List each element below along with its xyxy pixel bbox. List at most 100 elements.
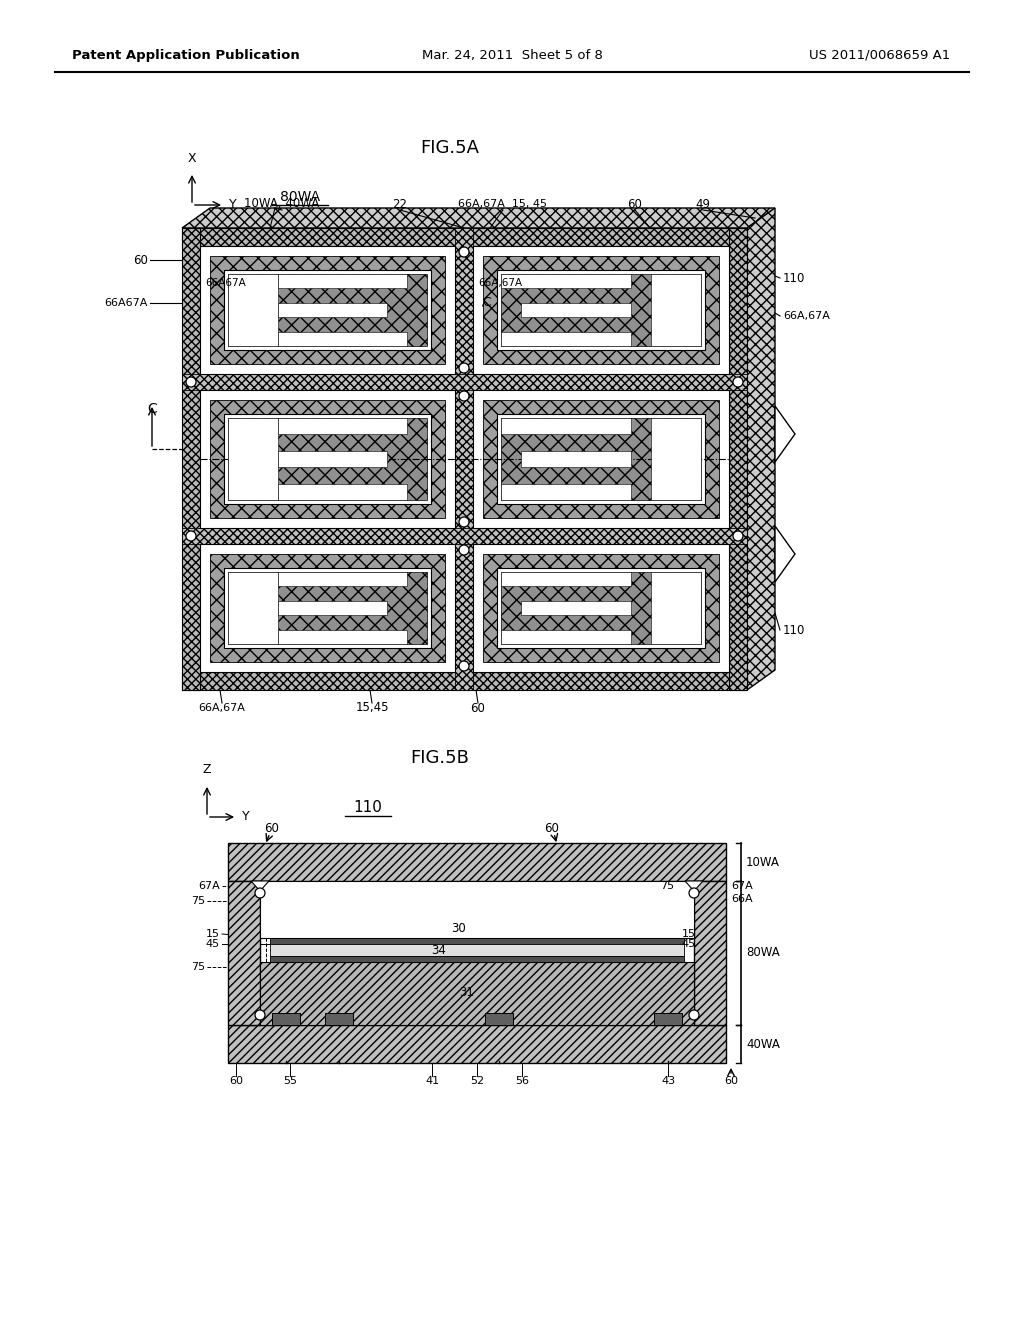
Bar bbox=[228, 418, 278, 500]
Text: 67A: 67A bbox=[199, 880, 220, 891]
Text: 80WA: 80WA bbox=[746, 946, 779, 960]
Text: X: X bbox=[187, 152, 197, 165]
Bar bbox=[651, 275, 701, 346]
Bar bbox=[473, 246, 729, 374]
Text: 41: 41 bbox=[425, 1076, 439, 1086]
Bar bbox=[483, 554, 719, 663]
Bar bbox=[455, 228, 473, 690]
Text: FIG.5B: FIG.5B bbox=[411, 748, 469, 767]
Bar bbox=[521, 601, 631, 615]
Bar bbox=[228, 572, 427, 644]
Polygon shape bbox=[182, 209, 775, 228]
Bar bbox=[272, 1012, 300, 1026]
Bar bbox=[224, 568, 431, 648]
Text: 66A67A: 66A67A bbox=[104, 298, 148, 308]
Bar bbox=[228, 880, 260, 1026]
Bar bbox=[278, 418, 408, 434]
Bar bbox=[228, 275, 278, 346]
Bar bbox=[501, 630, 631, 644]
Text: 66A,67A: 66A,67A bbox=[478, 279, 522, 288]
Text: 66A,67A: 66A,67A bbox=[783, 312, 829, 321]
Bar bbox=[485, 1012, 513, 1026]
Bar bbox=[501, 572, 631, 586]
Bar bbox=[483, 256, 719, 364]
Polygon shape bbox=[251, 880, 269, 891]
Bar bbox=[210, 554, 445, 663]
Bar bbox=[182, 528, 746, 544]
Text: 56: 56 bbox=[515, 1076, 529, 1086]
Text: 75: 75 bbox=[190, 896, 205, 906]
Text: 31: 31 bbox=[460, 986, 474, 999]
Bar bbox=[270, 944, 684, 956]
Text: 110: 110 bbox=[353, 800, 382, 816]
Bar bbox=[473, 544, 729, 672]
Circle shape bbox=[459, 545, 469, 554]
Bar bbox=[278, 572, 408, 586]
Text: 67A: 67A bbox=[731, 880, 753, 891]
Bar bbox=[228, 1026, 726, 1063]
Bar bbox=[182, 374, 746, 389]
Bar bbox=[497, 271, 705, 350]
Bar bbox=[278, 483, 408, 500]
Bar bbox=[729, 228, 746, 690]
Text: Z: Z bbox=[203, 763, 211, 776]
Bar bbox=[501, 418, 631, 434]
Bar bbox=[651, 418, 701, 500]
Bar bbox=[200, 389, 455, 528]
Bar bbox=[501, 331, 631, 346]
Bar bbox=[278, 451, 387, 467]
Bar bbox=[270, 956, 684, 962]
Polygon shape bbox=[685, 880, 703, 891]
Circle shape bbox=[459, 247, 469, 257]
Bar bbox=[654, 1012, 682, 1026]
Bar bbox=[260, 880, 694, 939]
Circle shape bbox=[186, 531, 196, 541]
Text: 60: 60 bbox=[724, 1076, 738, 1086]
Text: 66A67A: 66A67A bbox=[205, 279, 246, 288]
Bar bbox=[278, 302, 387, 317]
Circle shape bbox=[459, 391, 469, 401]
Text: 60: 60 bbox=[264, 821, 280, 834]
Text: 60: 60 bbox=[628, 198, 642, 210]
Bar bbox=[182, 228, 746, 246]
Bar bbox=[210, 400, 445, 517]
Bar bbox=[278, 275, 408, 288]
Text: 22: 22 bbox=[392, 198, 408, 210]
Bar bbox=[497, 568, 705, 648]
Bar bbox=[200, 246, 455, 374]
Text: 75: 75 bbox=[659, 880, 674, 891]
Text: 40WA: 40WA bbox=[746, 1038, 780, 1051]
Text: 60: 60 bbox=[229, 1076, 243, 1086]
Bar bbox=[182, 672, 746, 690]
Text: 43: 43 bbox=[660, 1076, 675, 1086]
Text: C: C bbox=[147, 403, 157, 416]
Circle shape bbox=[459, 517, 469, 527]
Circle shape bbox=[459, 661, 469, 671]
Text: 75: 75 bbox=[190, 962, 205, 972]
Polygon shape bbox=[775, 525, 795, 582]
Text: 15: 15 bbox=[682, 929, 696, 939]
Text: 34: 34 bbox=[431, 944, 446, 957]
Text: 60: 60 bbox=[545, 821, 559, 834]
Text: C: C bbox=[482, 296, 492, 309]
Text: US 2011/0068659 A1: US 2011/0068659 A1 bbox=[809, 49, 950, 62]
Text: 60: 60 bbox=[471, 701, 485, 714]
Bar bbox=[182, 228, 200, 690]
Bar bbox=[228, 572, 278, 644]
Bar bbox=[651, 572, 701, 644]
Circle shape bbox=[255, 888, 265, 898]
Bar bbox=[501, 275, 701, 346]
Circle shape bbox=[186, 378, 196, 387]
Bar bbox=[694, 880, 726, 1026]
Text: FIG.5A: FIG.5A bbox=[421, 139, 479, 157]
Bar bbox=[278, 601, 387, 615]
Text: 15: 15 bbox=[206, 929, 220, 939]
Bar bbox=[501, 483, 631, 500]
Bar bbox=[501, 572, 701, 644]
Bar bbox=[228, 843, 726, 880]
Text: 10WA: 10WA bbox=[746, 855, 780, 869]
Text: 45: 45 bbox=[682, 939, 696, 949]
Circle shape bbox=[733, 378, 743, 387]
Text: 80WA: 80WA bbox=[280, 190, 321, 205]
Bar bbox=[224, 414, 431, 504]
